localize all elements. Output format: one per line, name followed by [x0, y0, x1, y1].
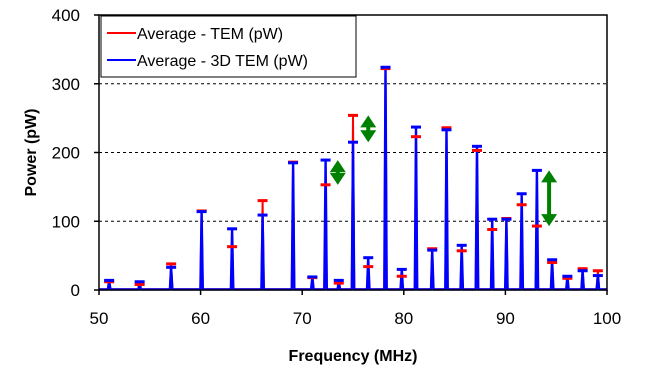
y-tick-label: 400 — [52, 6, 80, 25]
x-axis-label: Frequency (MHz) — [289, 348, 418, 365]
difference-arrow — [360, 115, 377, 143]
y-tick-label: 200 — [52, 144, 80, 163]
y-axis-label: Power (pW) — [23, 109, 40, 197]
y-tick-label: 100 — [52, 212, 80, 231]
x-tick-labels: 50 60 70 80 90 100 — [90, 309, 622, 328]
axis-ticks — [94, 14, 608, 295]
series-line — [99, 66, 607, 291]
legend-entry-3d-tem: Average - 3D TEM (pW) — [137, 53, 308, 70]
arrow-shaft — [547, 181, 552, 216]
x-tick-label: 80 — [394, 309, 413, 328]
arrow-head-down — [329, 172, 346, 185]
y-tick-label: 300 — [52, 75, 80, 94]
x-tick-label: 70 — [293, 309, 312, 328]
y-tick-label: 0 — [71, 281, 80, 300]
legend-box — [100, 15, 357, 78]
peak-caps — [104, 65, 603, 286]
legend: Average - TEM (pW) Average - 3D TEM (pW) — [100, 15, 357, 78]
difference-arrow — [541, 170, 558, 227]
arrow-head-up — [360, 115, 377, 128]
x-tick-label: 100 — [593, 309, 621, 328]
arrow-head-down — [541, 214, 558, 227]
x-tick-label: 50 — [90, 309, 109, 328]
arrow-head-up — [329, 160, 346, 173]
y-tick-labels: 0 100 200 300 400 — [52, 6, 80, 300]
legend-entry-tem: Average - TEM (pW) — [137, 26, 283, 43]
arrow-head-down — [360, 130, 377, 143]
arrow-shaft — [335, 171, 340, 174]
difference-arrows — [329, 115, 558, 227]
difference-arrow — [329, 160, 346, 185]
series-3d-tem — [99, 66, 607, 291]
arrow-head-up — [541, 170, 558, 183]
x-tick-label: 90 — [496, 309, 515, 328]
arrow-shaft — [366, 126, 371, 132]
x-tick-label: 60 — [191, 309, 210, 328]
